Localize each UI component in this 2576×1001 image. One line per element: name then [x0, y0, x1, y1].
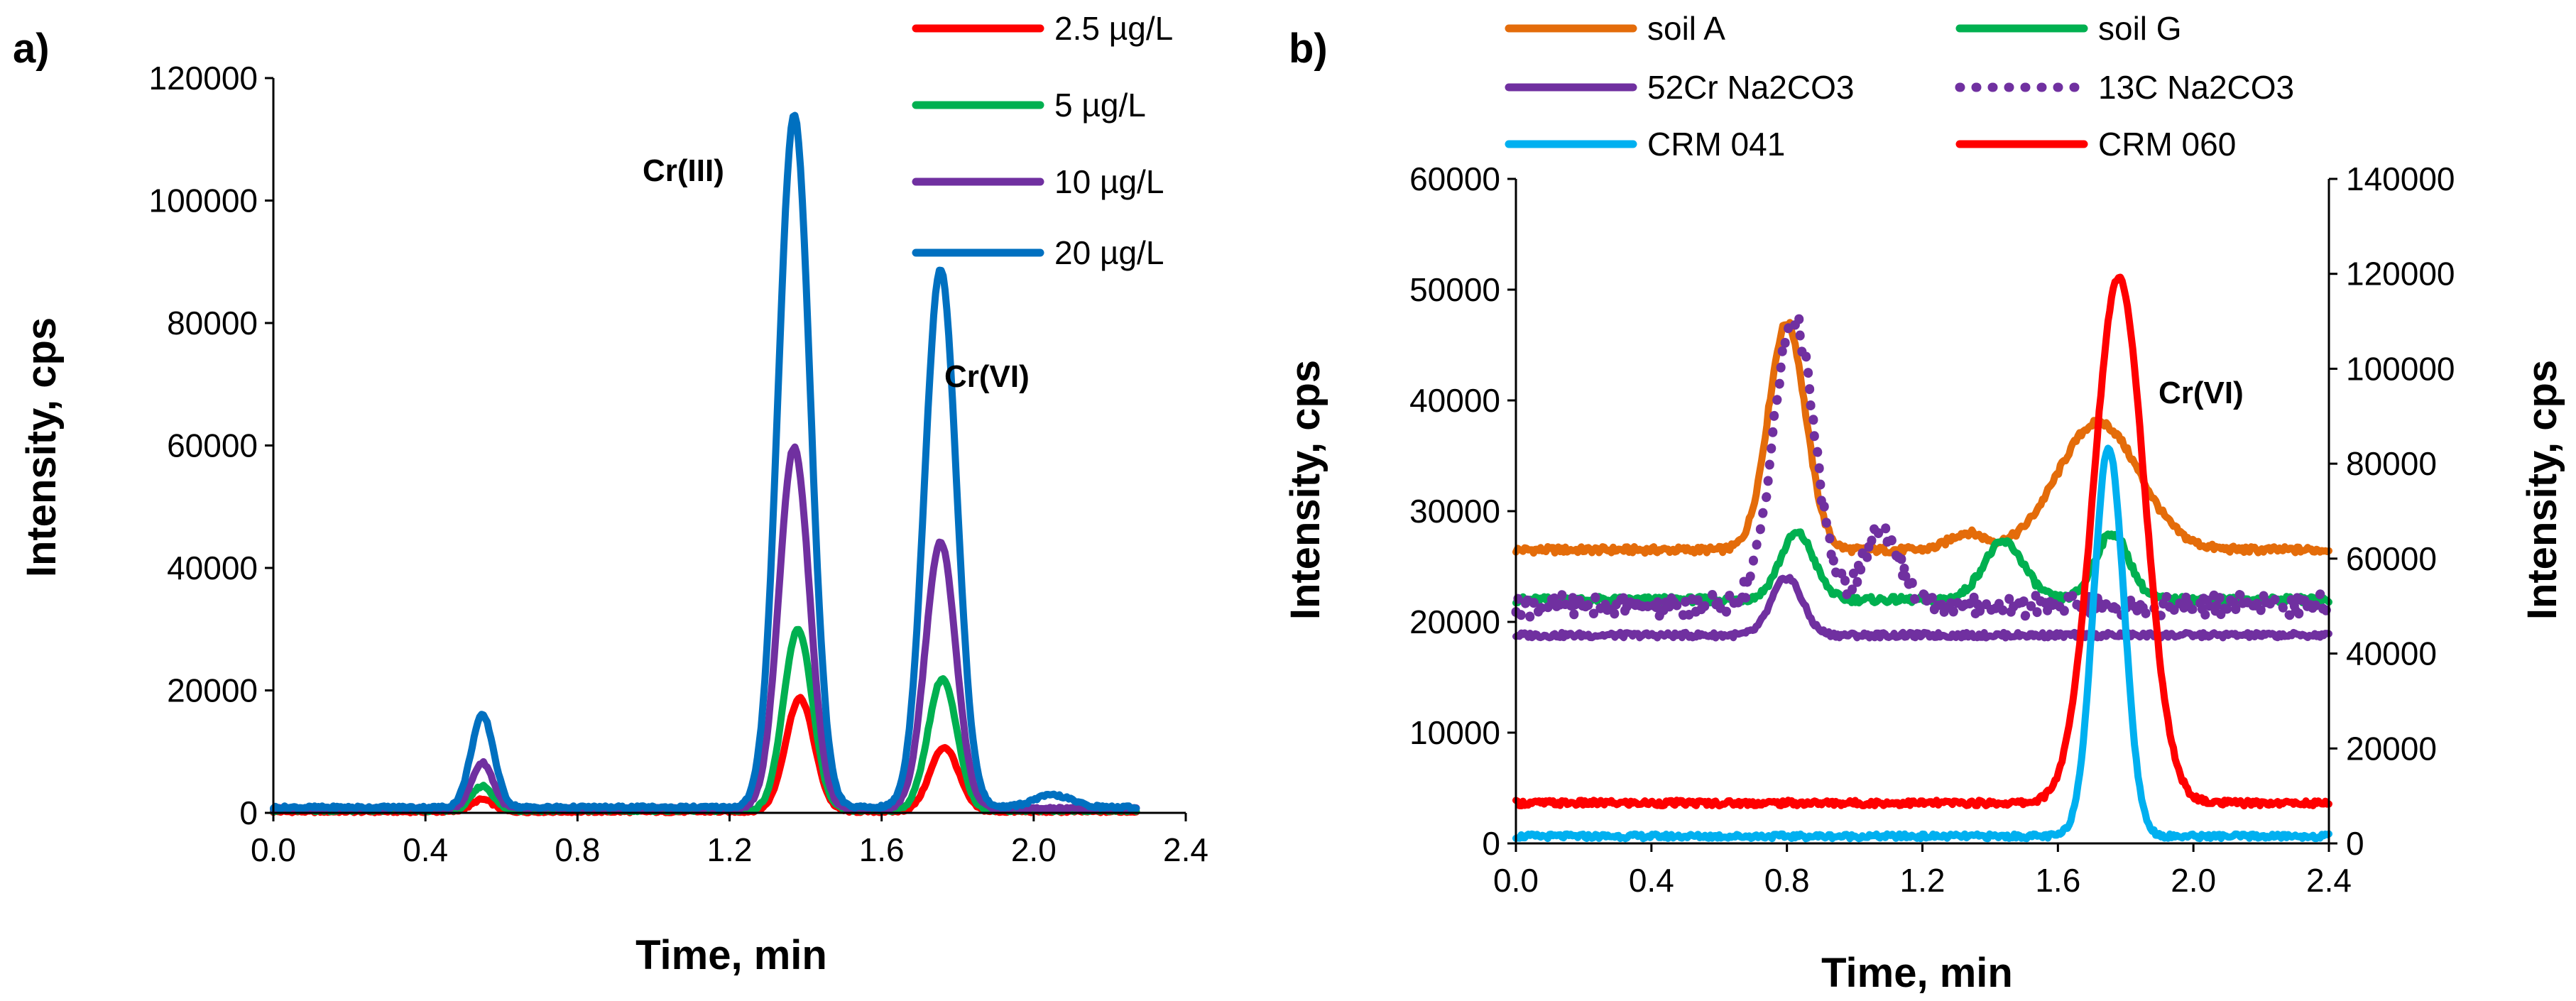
panel-b-series-group [1511, 273, 2334, 843]
panel-b-x-tick-label: 2.4 [2306, 862, 2352, 899]
panel-a-x-ticks: 0.0 0.4 0.8 1.2 1.6 2.0 2.4 [251, 813, 1208, 868]
panel-a-y-tick-label: 60000 [167, 427, 258, 464]
panel-b-series-crm-041 [1512, 444, 2332, 843]
panel-b-legend-label-soil-a: soil A [1647, 10, 1725, 47]
panel-a-legend-label-10-g-l: 10 µg/L [1054, 163, 1164, 200]
panel-b-y-tick-label: 50000 [1409, 271, 1500, 308]
panel-b-series-crm-060 [1512, 273, 2332, 810]
panel-a-legend-label-20-g-l: 20 µg/L [1054, 234, 1164, 271]
panel-a-x-tick-label: 0.4 [403, 831, 448, 868]
panel-b-x-tick-label: 2.0 [2171, 862, 2216, 899]
panel-b-y-axis-title: Intensity, cps [1282, 360, 1328, 620]
panel-b-x-tick-label: 0.8 [1764, 862, 1810, 899]
panel-a-y-tick-label: 120000 [149, 60, 258, 97]
panel-b-annotation-cr-vi: Cr(VI) [2159, 376, 2244, 410]
panel-a-x-tick-label: 2.0 [1011, 831, 1057, 868]
panel-a-annotation-cr-vi: Cr(VI) [944, 359, 1030, 394]
panel-b-series-52cr-na2co3 [1512, 574, 2332, 642]
panel-a-legend-label-5-g-l: 5 µg/L [1054, 87, 1146, 124]
panel-a-x-tick-label: 1.6 [859, 831, 905, 868]
panel-b-y-tick-label: 30000 [1409, 493, 1500, 530]
panel-b-x-tick-label: 0.0 [1493, 862, 1539, 899]
panel-a-x-tick-label: 0.8 [555, 831, 600, 868]
panel-b-x-tick-label: 1.2 [1900, 862, 1945, 899]
panel-b-legend-label-crm-041: CRM 041 [1647, 126, 1785, 163]
panel-b-y-tick-label: 0 [1482, 825, 1500, 862]
panel-a-y-axis-title: Intensity, cps [18, 317, 65, 577]
panel-b-x-ticks: 0.0 0.4 0.8 1.2 1.6 2.0 2.4 [1493, 843, 2352, 899]
panel-b-series-13c-na2co3 [1511, 310, 2334, 623]
panel-b-legend-label-crm-060: CRM 060 [2098, 126, 2236, 163]
panel-b-y2-axis-title: Intensity, cps [2519, 360, 2565, 620]
panel-b-y-tick-label: 20000 [1409, 603, 1500, 640]
panel-a-y-ticks: 0 20000 40000 60000 80000 100000 120000 [149, 60, 273, 831]
panel-b-legend-label-52cr-na2co3: 52Cr Na2CO3 [1647, 69, 1854, 106]
panel-b-legend-label-soil-g: soil G [2098, 10, 2182, 47]
panel-a-x-tick-label: 0.0 [251, 831, 296, 868]
panel-b-y2-tick-label: 140000 [2346, 160, 2455, 197]
panel-a-x-tick-label: 1.2 [707, 831, 753, 868]
panel-b-y-tick-label: 40000 [1409, 382, 1500, 419]
panel-b-y2-tick-label: 60000 [2346, 540, 2437, 577]
panel-b-y2-tick-label: 80000 [2346, 445, 2437, 482]
panel-b-label: b) [1289, 26, 1328, 72]
panel-a-series-5-g-l [270, 625, 1140, 816]
panel-a-y-tick-label: 40000 [167, 549, 258, 586]
panel-b-legend-label-13c-na2co3: 13C Na2CO3 [2098, 69, 2294, 106]
panel-a-series-2-5-g-l [270, 694, 1140, 816]
panel-b-y2-tick-label: 0 [2346, 825, 2364, 862]
panel-b-y-tick-label: 10000 [1409, 714, 1500, 751]
panel-a-y-tick-label: 0 [239, 794, 258, 831]
panel-a-label: a) [13, 26, 50, 72]
panel-a-series-20-g-l [270, 111, 1140, 813]
panel-b-y2-tick-label: 100000 [2346, 350, 2455, 387]
panel-b: b) 0.0 0.4 0.8 1.2 1.6 2.0 2.4 0 10000 20000 3000… [1282, 10, 2565, 996]
panel-a-y-tick-label: 80000 [167, 305, 258, 341]
panel-b-y2-tick-label: 20000 [2346, 730, 2437, 767]
panel-b-legend: soil A soil G 52Cr Na2CO3 13C Na2CO3 CRM 041… [1505, 10, 2294, 163]
panel-b-y2-tick-label: 120000 [2346, 256, 2455, 292]
panel-a-x-axis-title: Time, min [635, 932, 827, 978]
panel-a-series-group [270, 111, 1140, 816]
panel-b-x-axis-title: Time, min [1821, 950, 2013, 996]
panel-a: a) 0.0 0.4 0.8 1.2 1.6 2.0 2.4 0 20000 40000 6000… [13, 10, 1208, 978]
panel-a-legend-label-2-5-g-l: 2.5 µg/L [1054, 10, 1173, 47]
panel-b-y2-tick-label: 40000 [2346, 635, 2437, 672]
panel-a-annotation-cr-iii: Cr(III) [643, 153, 724, 188]
panel-a-series-10-g-l [270, 443, 1140, 814]
panel-b-x-tick-label: 0.4 [1629, 862, 1674, 899]
panel-b-y-ticks: 0 10000 20000 30000 40000 50000 60000 [1409, 160, 1516, 862]
panel-b-y2-ticks: 0 20000 40000 60000 80000 100000 120000 140000 [2329, 160, 2455, 862]
panel-b-series-soil-a [1512, 319, 2332, 557]
panel-b-x-tick-label: 1.6 [2035, 862, 2080, 899]
panel-a-y-tick-label: 20000 [167, 672, 258, 709]
panel-a-x-tick-label: 2.4 [1163, 831, 1208, 868]
panel-b-y-tick-label: 60000 [1409, 160, 1500, 197]
panel-a-y-tick-label: 100000 [149, 182, 258, 219]
panel-a-legend: 2.5 µg/L 5 µg/L 10 µg/L 20 µg/L [912, 10, 1173, 271]
